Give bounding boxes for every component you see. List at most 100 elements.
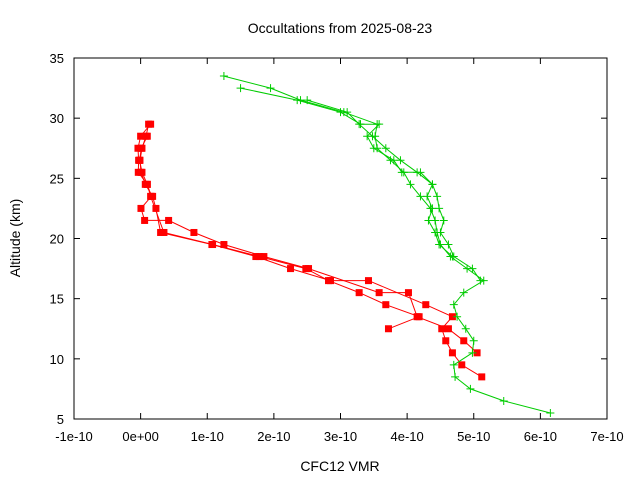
data-point (293, 96, 302, 105)
data-point (266, 84, 275, 93)
data-point (431, 228, 440, 237)
data-point (160, 228, 168, 236)
data-point (325, 277, 333, 285)
x-tick-label: 0e+00 (122, 429, 159, 444)
data-point (255, 253, 263, 261)
data-point (448, 313, 456, 321)
data-point (460, 337, 468, 345)
data-point (459, 288, 468, 297)
data-point (473, 349, 481, 357)
data-point (236, 84, 245, 93)
data-point (397, 168, 406, 177)
data-point (413, 168, 422, 177)
data-point (499, 396, 508, 405)
data-point (375, 120, 384, 129)
data-point (438, 325, 446, 333)
x-axis-label: CFC12 VMR (300, 458, 379, 474)
data-point (461, 324, 470, 333)
data-point (219, 72, 228, 81)
data-point (458, 361, 466, 369)
data-point (369, 144, 378, 153)
data-point (303, 96, 312, 105)
data-point (220, 241, 228, 249)
data-point (381, 144, 390, 153)
data-point (396, 156, 405, 165)
y-tick-label: 20 (50, 232, 64, 247)
data-point (165, 216, 173, 224)
data-point (134, 168, 142, 176)
data-point (287, 265, 295, 273)
x-tick-label: 1e-10 (191, 429, 224, 444)
series-line (307, 99, 453, 257)
data-point (147, 192, 155, 200)
series-1 (136, 132, 481, 357)
data-point (415, 313, 423, 321)
data-point (406, 180, 415, 189)
data-point (141, 216, 149, 224)
data-point (355, 120, 364, 129)
data-point (143, 180, 151, 188)
data-point (147, 120, 155, 128)
data-point (152, 204, 160, 212)
data-point (190, 228, 198, 236)
data-point (428, 180, 437, 189)
data-point (209, 241, 217, 249)
data-point (382, 301, 390, 309)
data-point (343, 108, 352, 117)
y-tick-label: 10 (50, 352, 64, 367)
data-point (448, 349, 456, 357)
series-layer (134, 72, 555, 417)
series-2 (134, 120, 423, 333)
data-point (428, 204, 437, 213)
data-point (435, 240, 444, 249)
data-point (422, 301, 430, 309)
y-tick-label: 25 (50, 171, 64, 186)
y-tick-label: 15 (50, 292, 64, 307)
data-point (439, 216, 448, 225)
series-line (137, 123, 421, 330)
data-point (368, 132, 377, 141)
data-point (135, 156, 143, 164)
data-point (444, 240, 453, 249)
data-point (355, 289, 363, 297)
data-point (469, 336, 478, 345)
data-point (384, 325, 392, 333)
data-point (134, 144, 142, 152)
series-4 (236, 84, 485, 285)
series-line (139, 124, 482, 378)
data-point (138, 168, 146, 176)
data-point (260, 253, 268, 261)
x-tick-label: 3e-10 (324, 429, 357, 444)
data-point (451, 372, 460, 381)
data-point (468, 264, 477, 273)
x-tick-label: 6e-10 (524, 429, 557, 444)
data-point (478, 373, 486, 381)
y-tick-label: 5 (57, 412, 64, 427)
data-point (404, 289, 412, 297)
data-point (476, 276, 485, 285)
data-point (423, 192, 432, 201)
x-tick-label: -1e-10 (55, 429, 93, 444)
series-3 (219, 72, 555, 417)
data-point (442, 337, 450, 345)
data-point (466, 384, 475, 393)
series-5 (303, 96, 457, 261)
chart-title: Occultations from 2025-08-23 (248, 20, 433, 36)
axis-ticks: -1e-10 0e+00 1e-10 2e-10 3e-10 4e-10 5e-10 6e-1… (50, 51, 624, 444)
series-line (223, 75, 551, 414)
data-point (433, 192, 442, 201)
data-point (444, 325, 452, 333)
x-tick-label: 7e-10 (590, 429, 623, 444)
series-line (240, 87, 481, 281)
data-point (449, 360, 458, 369)
x-tick-label: 4e-10 (391, 429, 424, 444)
data-point (364, 277, 372, 285)
data-point (302, 265, 310, 273)
data-point (453, 312, 462, 321)
data-point (449, 300, 458, 309)
x-tick-label: 5e-10 (457, 429, 490, 444)
data-point (375, 289, 383, 297)
data-point (143, 132, 151, 140)
series-line (139, 135, 478, 354)
